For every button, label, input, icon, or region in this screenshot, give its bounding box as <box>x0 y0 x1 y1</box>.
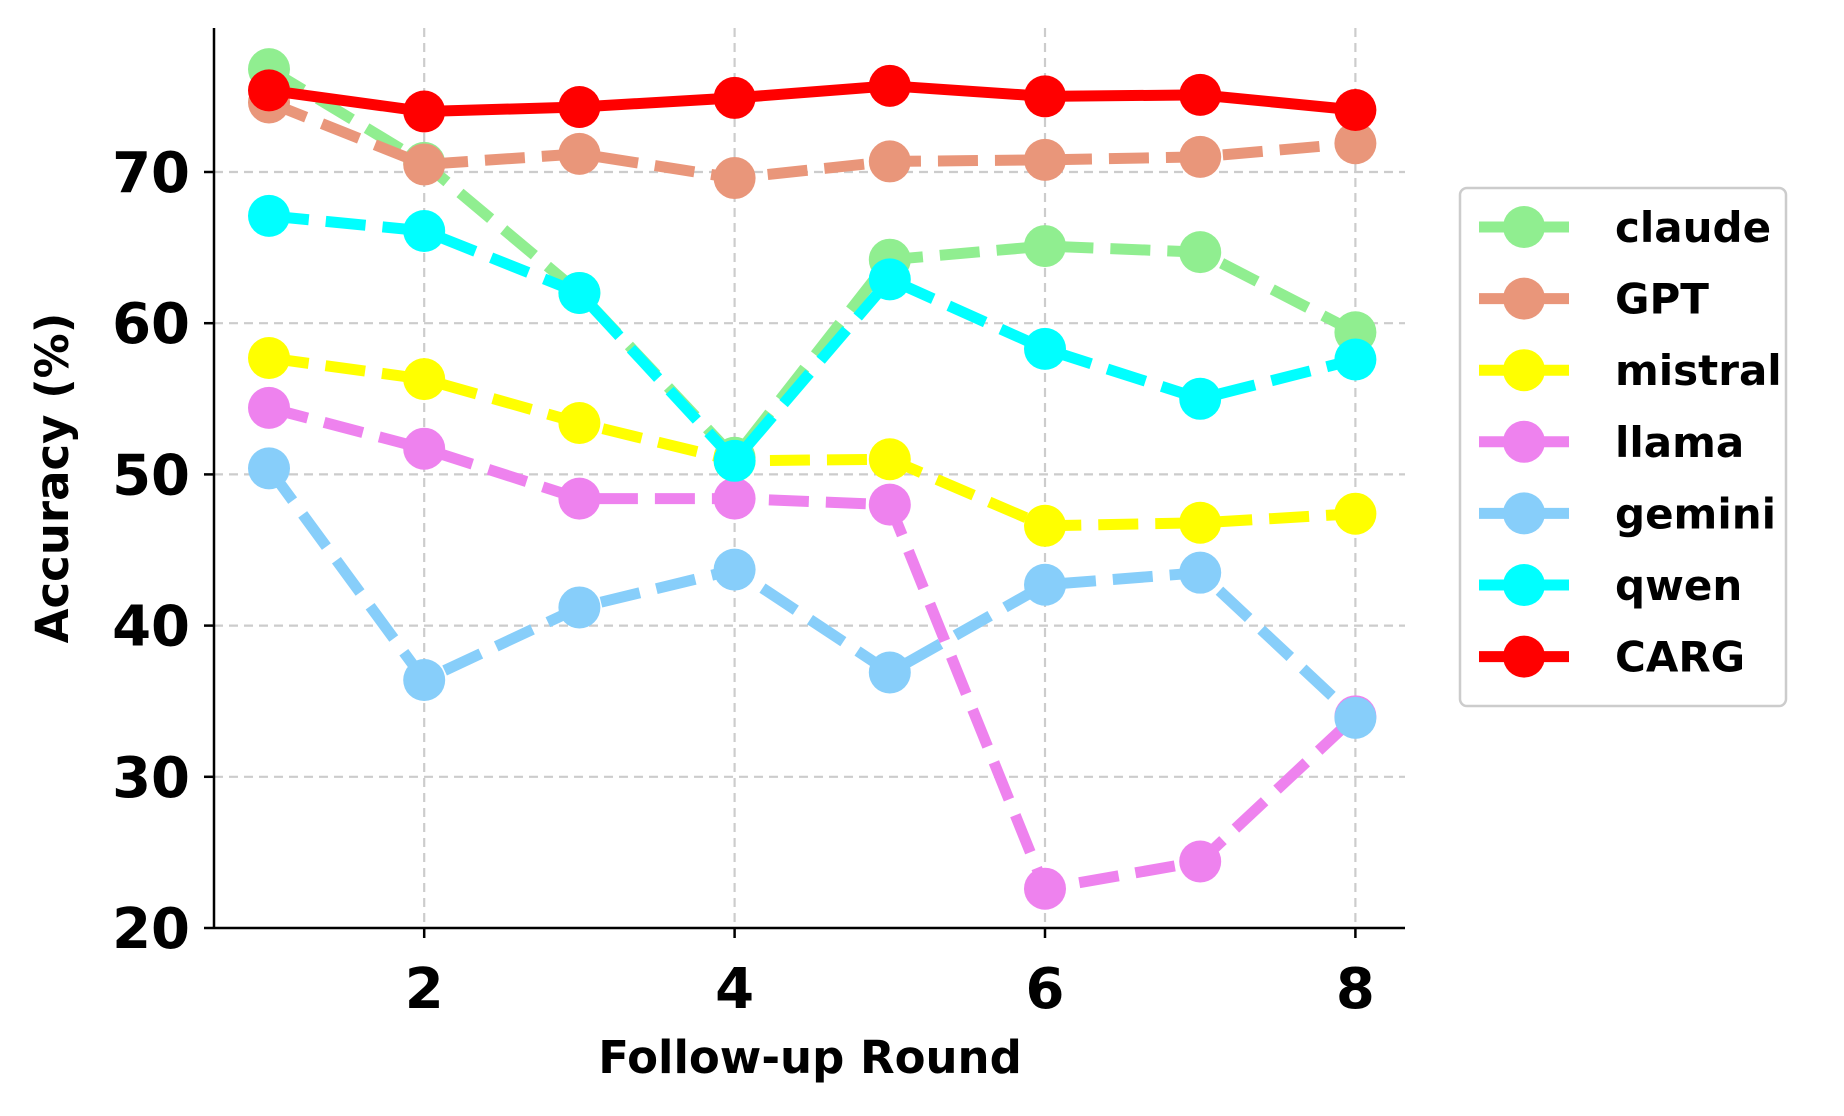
data-point <box>1024 225 1066 268</box>
data-point <box>558 132 601 175</box>
data-point <box>868 258 911 301</box>
legend-label: llama <box>1615 418 1744 467</box>
data-point <box>1179 135 1222 178</box>
legend-marker <box>1503 277 1545 320</box>
data-point <box>1024 75 1066 118</box>
data-point <box>1179 840 1222 883</box>
axes <box>212 28 1405 930</box>
data-point <box>868 651 911 694</box>
legend-item-gemini: gemini <box>1479 489 1776 538</box>
data-point <box>1334 338 1377 381</box>
legend-item-gpt: GPT <box>1479 275 1709 324</box>
tick-labels: 2 4 6 8 20 30 40 50 60 70 <box>112 141 1375 1022</box>
data-point <box>403 358 446 401</box>
legend-label: mistral <box>1615 346 1782 395</box>
data-point <box>713 439 756 482</box>
y-tick-label: 60 <box>112 292 190 357</box>
legend-label: CARG <box>1615 633 1745 682</box>
data-point <box>1024 504 1066 547</box>
data-point <box>558 271 601 314</box>
data-point <box>248 386 290 429</box>
data-point <box>713 477 756 520</box>
data-point <box>713 157 756 200</box>
data-point <box>248 447 290 490</box>
data-point <box>558 401 601 444</box>
data-point <box>1334 89 1377 132</box>
data-point <box>248 194 290 237</box>
grid <box>214 28 1405 928</box>
series-gemini <box>248 447 1377 739</box>
data-point <box>713 76 756 119</box>
data-point <box>1334 696 1377 739</box>
data-point <box>868 483 911 526</box>
y-tick-label: 30 <box>112 746 190 811</box>
legend-marker <box>1503 492 1545 535</box>
legend-item-claude: claude <box>1479 203 1771 252</box>
data-point <box>1179 73 1222 116</box>
data-point <box>1024 563 1066 606</box>
y-tick-label: 20 <box>112 897 190 962</box>
data-point <box>248 336 290 379</box>
data-point <box>403 90 446 133</box>
legend: claude GPT mistral llama gemini qwen CARG <box>1458 186 1788 708</box>
legend-label: qwen <box>1615 561 1742 610</box>
legend-item-llama: llama <box>1479 418 1744 467</box>
data-point <box>1334 492 1377 535</box>
data-point <box>558 586 601 629</box>
legend-item-mistral: mistral <box>1479 346 1782 395</box>
series-line <box>266 64 1358 464</box>
x-tick-label: 4 <box>715 957 754 1022</box>
legend-item-carg: CARG <box>1479 633 1745 682</box>
series-line <box>268 210 1357 467</box>
series-line <box>266 97 1356 184</box>
legend-marker <box>1503 206 1545 248</box>
x-tick-label: 2 <box>405 957 444 1022</box>
legend-label: GPT <box>1615 275 1709 324</box>
data-point <box>1024 867 1066 910</box>
y-axis-title: Accuracy (%) <box>26 313 79 644</box>
data-point <box>1179 551 1222 594</box>
data-point <box>558 85 601 128</box>
data-point <box>1024 327 1066 370</box>
y-tick-label: 50 <box>112 443 190 508</box>
data-point <box>713 548 756 591</box>
series-line <box>264 465 1360 722</box>
series-carg <box>248 64 1377 133</box>
data-point <box>868 64 911 107</box>
y-tick-label: 40 <box>112 595 190 660</box>
legend-marker <box>1503 635 1545 678</box>
data-point <box>558 477 601 520</box>
data-point <box>1179 501 1222 544</box>
series-line <box>268 80 1356 118</box>
data-point <box>248 69 290 112</box>
legend-marker <box>1503 420 1545 463</box>
series-llama <box>248 386 1377 910</box>
data-point <box>403 659 446 702</box>
x-tick-label: 6 <box>1026 957 1065 1022</box>
data-point <box>868 438 911 481</box>
legend-marker <box>1503 349 1545 392</box>
data-point <box>868 140 911 183</box>
series-lines <box>248 48 1377 910</box>
series-line <box>268 352 1356 532</box>
data-point <box>403 427 446 470</box>
data-point <box>1024 138 1066 181</box>
data-point <box>403 143 446 186</box>
x-axis-title: Follow-up Round <box>598 1031 1022 1084</box>
legend-marker <box>1503 564 1545 606</box>
data-point <box>1334 122 1377 165</box>
legend-label: gemini <box>1615 489 1776 538</box>
data-point <box>403 209 446 252</box>
data-point <box>1179 231 1222 274</box>
legend-item-qwen: qwen <box>1479 561 1742 610</box>
legend-label: claude <box>1615 203 1771 252</box>
x-tick-label: 8 <box>1336 957 1375 1022</box>
series-qwen <box>248 194 1377 482</box>
y-tick-label: 70 <box>112 141 190 206</box>
series-line <box>267 402 1360 895</box>
data-point <box>1179 377 1222 420</box>
